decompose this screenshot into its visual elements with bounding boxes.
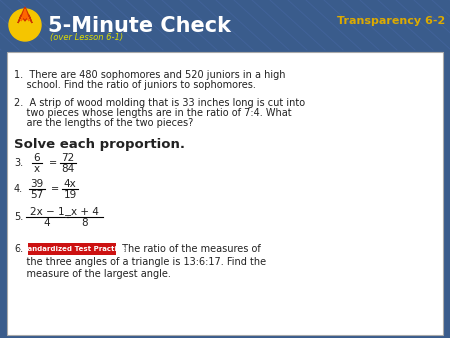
Text: 72: 72 [61, 153, 75, 163]
Text: (over Lesson 6-1): (over Lesson 6-1) [50, 33, 123, 42]
Text: =: = [51, 185, 59, 194]
Bar [0, 0, 450, 50]
Text: 57: 57 [31, 190, 44, 200]
Text: The ratio of the measures of: The ratio of the measures of [119, 244, 261, 255]
Text: are the lengths of the two pieces?: are the lengths of the two pieces? [14, 118, 193, 128]
Text: 4x: 4x [63, 179, 76, 189]
Text: two pieces whose lengths are in the ratio of 7:4. What: two pieces whose lengths are in the rati… [14, 108, 292, 118]
Text: measure of the largest angle.: measure of the largest angle. [14, 269, 171, 280]
Text: Transparency 6-2: Transparency 6-2 [337, 16, 445, 26]
Polygon shape [21, 9, 29, 21]
Text: school. Find the ratio of juniors to sophomores.: school. Find the ratio of juniors to sop… [14, 80, 256, 90]
Text: x + 4: x + 4 [71, 207, 99, 217]
Text: Standardized Test Practice: Standardized Test Practice [18, 246, 126, 252]
Text: 5.: 5. [14, 212, 23, 222]
Text: 39: 39 [31, 179, 44, 189]
Text: 1.  There are 480 sophomores and 520 juniors in a high: 1. There are 480 sophomores and 520 juni… [14, 70, 285, 80]
Text: 5-Minute Check: 5-Minute Check [48, 16, 231, 36]
Text: x: x [34, 164, 40, 174]
Text: 2x − 1: 2x − 1 [30, 207, 64, 217]
Circle shape [9, 9, 41, 41]
Text: Solve each proportion.: Solve each proportion. [14, 138, 185, 151]
Text: the three angles of a triangle is 13:6:17. Find the: the three angles of a triangle is 13:6:1… [14, 258, 266, 267]
Text: 4.: 4. [14, 185, 23, 194]
Text: =: = [49, 159, 57, 168]
Text: =: = [64, 212, 72, 222]
Text: 6.: 6. [14, 244, 23, 255]
Text: 2.  A strip of wood molding that is 33 inches long is cut into: 2. A strip of wood molding that is 33 in… [14, 98, 305, 108]
Text: 8: 8 [82, 218, 88, 228]
Text: 19: 19 [63, 190, 76, 200]
Polygon shape [18, 7, 32, 23]
Bar [7, 52, 443, 335]
Text: 6: 6 [34, 153, 40, 163]
Text: 4: 4 [44, 218, 50, 228]
Text: 3.: 3. [14, 159, 23, 168]
Text: 84: 84 [61, 164, 75, 174]
Bar [28, 243, 116, 256]
